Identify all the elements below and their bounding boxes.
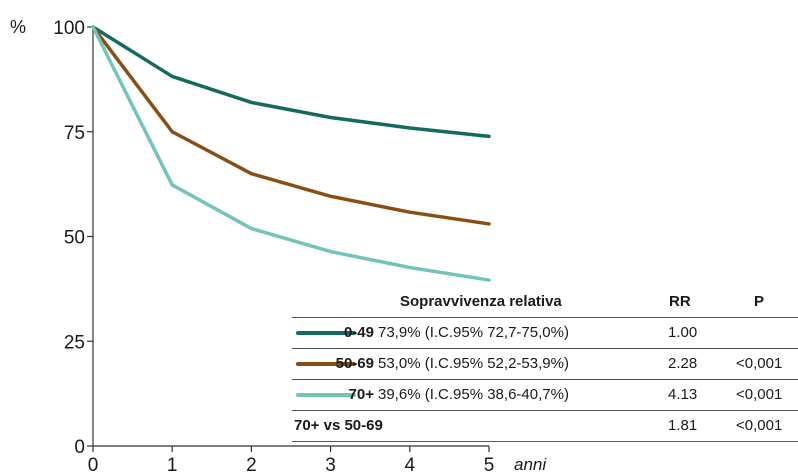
y-tick-label: 25 — [64, 332, 85, 353]
legend-row-0-49: 0-49 73,9% (I.C.95% 72,7-75,0%) 1.00 — [292, 318, 798, 349]
legend-group-label: 50-69 — [335, 355, 374, 372]
series-line-0-49 — [91, 25, 491, 139]
header-survival: Sopravvivenza relativa — [400, 293, 562, 310]
legend-row-comparison: 70+ vs 50-69 1.81 <0,001 — [292, 411, 798, 442]
legend-survival-value: 53,0% (I.C.95% 52,2-53,9%) — [378, 355, 569, 372]
legend-group-label: 70+ — [348, 386, 374, 403]
legend-rr-value: 1.00 — [668, 324, 698, 341]
legend-p-value: <0,001 — [736, 355, 783, 372]
legend-table-header: Sopravvivenza relativa RR P — [292, 287, 798, 318]
y-tick-label: 100 — [53, 18, 85, 39]
series-line-70-plus — [91, 25, 491, 282]
series-layer — [91, 25, 491, 282]
legend-rr-value: 2.28 — [668, 355, 698, 372]
comparison-p-value: <0,001 — [736, 417, 783, 434]
x-tick-label: 5 — [484, 455, 495, 474]
legend-rr-value: 4.13 — [668, 386, 698, 403]
comparison-rr-value: 1.81 — [668, 417, 698, 434]
legend-row-70-plus: 70+ 39,6% (I.C.95% 38,6-40,7%) 4.13 <0,0… — [292, 380, 798, 411]
x-tick-label: 4 — [405, 455, 416, 474]
legend-group-label: 0-49 — [343, 324, 374, 341]
x-tick-label: 2 — [246, 455, 257, 474]
y-tick-label: 0 — [74, 437, 85, 458]
header-rr: RR — [669, 293, 691, 310]
x-axis-unit-label: anni — [514, 455, 547, 474]
legend-survival-value: 73,9% (I.C.95% 72,7-75,0%) — [378, 324, 569, 341]
legend-p-value: <0,001 — [736, 386, 783, 403]
legend-swatch-70-plus — [296, 393, 356, 397]
legend-row-50-69: 50-69 53,0% (I.C.95% 52,2-53,9%) 2.28 <0… — [292, 349, 798, 380]
y-tick-label: 75 — [64, 123, 85, 144]
axes: 0 25 50 75 100 0 1 2 3 4 5 — [53, 18, 494, 474]
series-line-50-69 — [91, 25, 491, 226]
y-tick-label: 50 — [64, 228, 85, 249]
x-tick-label: 1 — [167, 455, 178, 474]
comparison-label: 70+ vs 50-69 — [294, 417, 383, 434]
x-tick-label: 3 — [325, 455, 336, 474]
legend-survival-value: 39,6% (I.C.95% 38,6-40,7%) — [378, 386, 569, 403]
legend-table: Sopravvivenza relativa RR P 0-49 73,9% (… — [292, 287, 798, 442]
legend-swatch-0-49 — [296, 331, 356, 335]
header-p: P — [754, 293, 765, 310]
legend-swatch-50-69 — [296, 362, 356, 366]
x-tick-label: 0 — [88, 455, 99, 474]
y-axis-unit-label: % — [10, 17, 26, 37]
